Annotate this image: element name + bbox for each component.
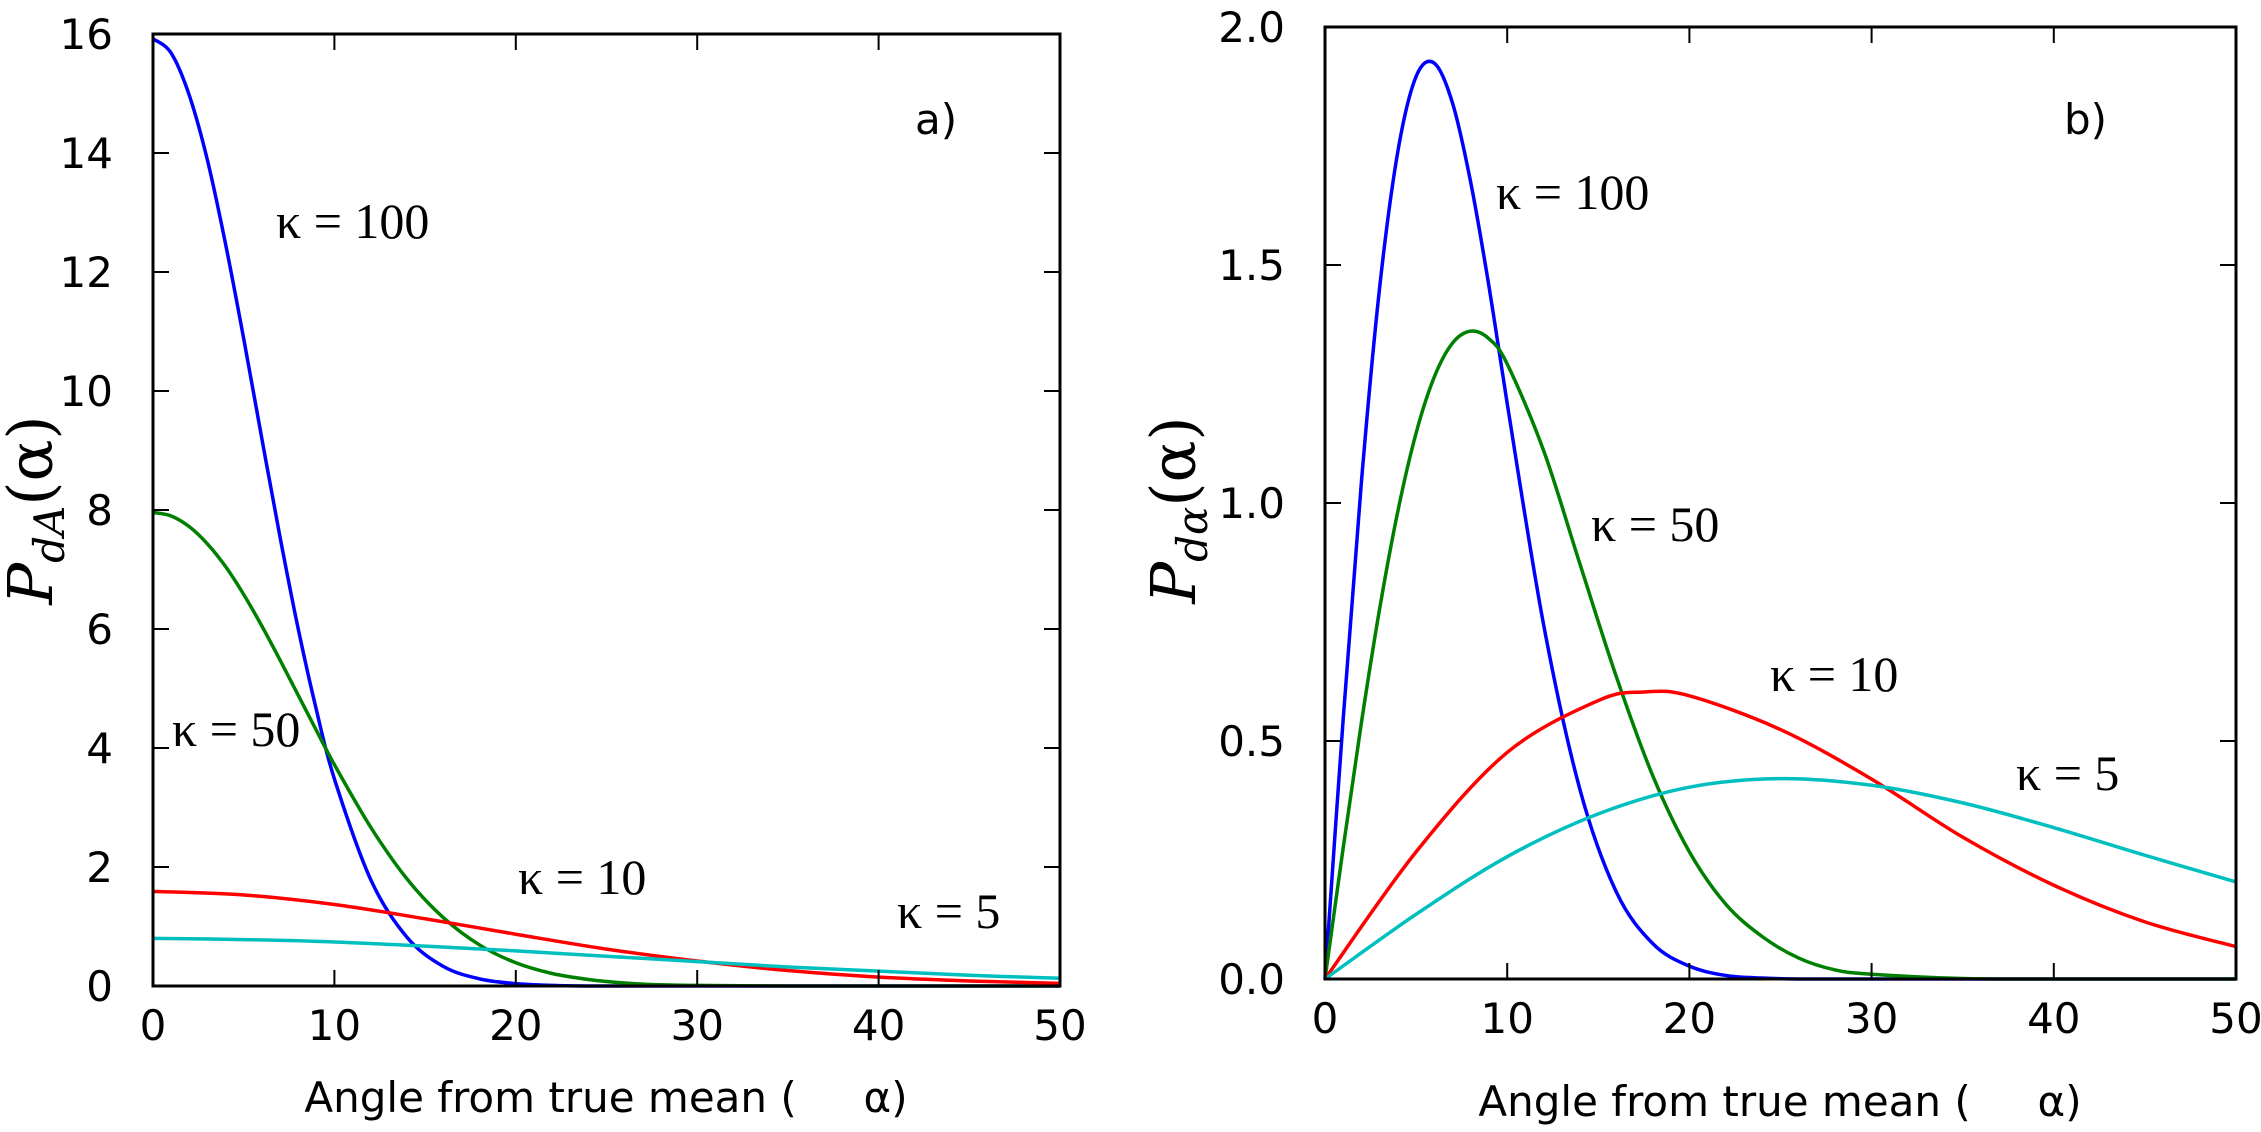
- series-line-kappa-5: [1323, 776, 2237, 981]
- x-tick-label: 40: [852, 1001, 905, 1050]
- x-tick-label: 50: [1033, 1001, 1086, 1050]
- annotation-kappa-50-b: κ = 50: [1591, 496, 1719, 552]
- y-tick-label: 6: [86, 605, 113, 654]
- y-tick-label: 2.0: [1218, 3, 1285, 52]
- y-tick-label: 4: [86, 724, 113, 773]
- x-tick-label: 40: [2027, 994, 2080, 1043]
- y-tick-label: 8: [86, 486, 113, 535]
- y-tick-label: 1.0: [1218, 479, 1285, 528]
- series-line-kappa-5: [152, 936, 1061, 981]
- panel-a-xlabel: Angle from true mean ( α): [304, 1073, 907, 1122]
- annotation-kappa-5-a: κ = 5: [897, 883, 1000, 939]
- panel-a-label: a): [915, 95, 957, 144]
- panel-b: 0 10 20 30 40 50 0.0 0.5 1.0 1.5 2.0 b) κ = 100 κ …: [1137, 3, 2261, 1126]
- series-line-kappa-50: [1323, 329, 2237, 981]
- y-tick-label: 10: [60, 367, 113, 416]
- annotation-kappa-100-a: κ = 100: [276, 193, 429, 249]
- x-tick-label: 20: [1663, 994, 1716, 1043]
- series-line-kappa-100: [151, 37, 1060, 988]
- ylabel-main: P: [0, 562, 67, 606]
- ylabel-main: P: [1137, 561, 1210, 605]
- panel-b-curves: [1323, 59, 2237, 981]
- annotation-kappa-5-b: κ = 5: [2016, 745, 2119, 801]
- y-tick-label: 16: [60, 10, 113, 59]
- panel-b-ticks: 0 10 20 30 40 50 0.0 0.5 1.0 1.5 2.0: [1218, 3, 2261, 1043]
- x-tick-label: 0: [1312, 994, 1339, 1043]
- annotation-kappa-100-b: κ = 100: [1496, 164, 1649, 220]
- x-tick-label: 10: [1480, 994, 1533, 1043]
- y-tick-label: 1.5: [1218, 241, 1285, 290]
- panel-a: 0 10 20 30 40 50 0 2 4 6 8 10 12 14 16 a) κ = 100 κ = …: [0, 10, 1087, 1122]
- ylabel-arg: (α): [1137, 416, 1210, 506]
- ylabel-sub: dA: [25, 506, 74, 563]
- y-tick-label: 0.0: [1218, 955, 1285, 1004]
- annotation-kappa-50-a: κ = 50: [172, 701, 300, 757]
- panel-b-ylabel: Pdα(α): [1137, 416, 1217, 604]
- y-tick-label: 0.5: [1218, 717, 1285, 766]
- panel-a-ticks: 0 10 20 30 40 50 0 2 4 6 8 10 12 14 16: [60, 10, 1087, 1050]
- ylabel-sub: dα: [1168, 507, 1217, 562]
- annotation-kappa-10-a: κ = 10: [518, 849, 646, 905]
- y-tick-label: 0: [86, 962, 113, 1011]
- y-tick-label: 12: [60, 248, 113, 297]
- series-line-kappa-10: [152, 889, 1061, 986]
- annotation-kappa-10-b: κ = 10: [1770, 646, 1898, 702]
- y-tick-label: 14: [60, 129, 113, 178]
- panel-b-frame: [1323, 25, 2238, 981]
- x-tick-label: 30: [1845, 994, 1898, 1043]
- y-tick-label: 2: [86, 843, 113, 892]
- x-tick-label: 0: [140, 1001, 167, 1050]
- panel-a-frame: [151, 32, 1062, 988]
- x-tick-label: 50: [2209, 994, 2261, 1043]
- panel-a-curves: [151, 37, 1061, 988]
- series-line-kappa-10: [1323, 689, 2237, 981]
- panel-b-label: b): [2064, 95, 2107, 144]
- panel-b-xlabel: Angle from true mean ( α): [1478, 1077, 2081, 1126]
- ylabel-arg: (α): [0, 415, 67, 505]
- panel-a-ylabel: PdA(α): [0, 415, 74, 605]
- x-tick-label: 20: [489, 1001, 542, 1050]
- x-tick-label: 30: [670, 1001, 723, 1050]
- x-tick-label: 10: [308, 1001, 361, 1050]
